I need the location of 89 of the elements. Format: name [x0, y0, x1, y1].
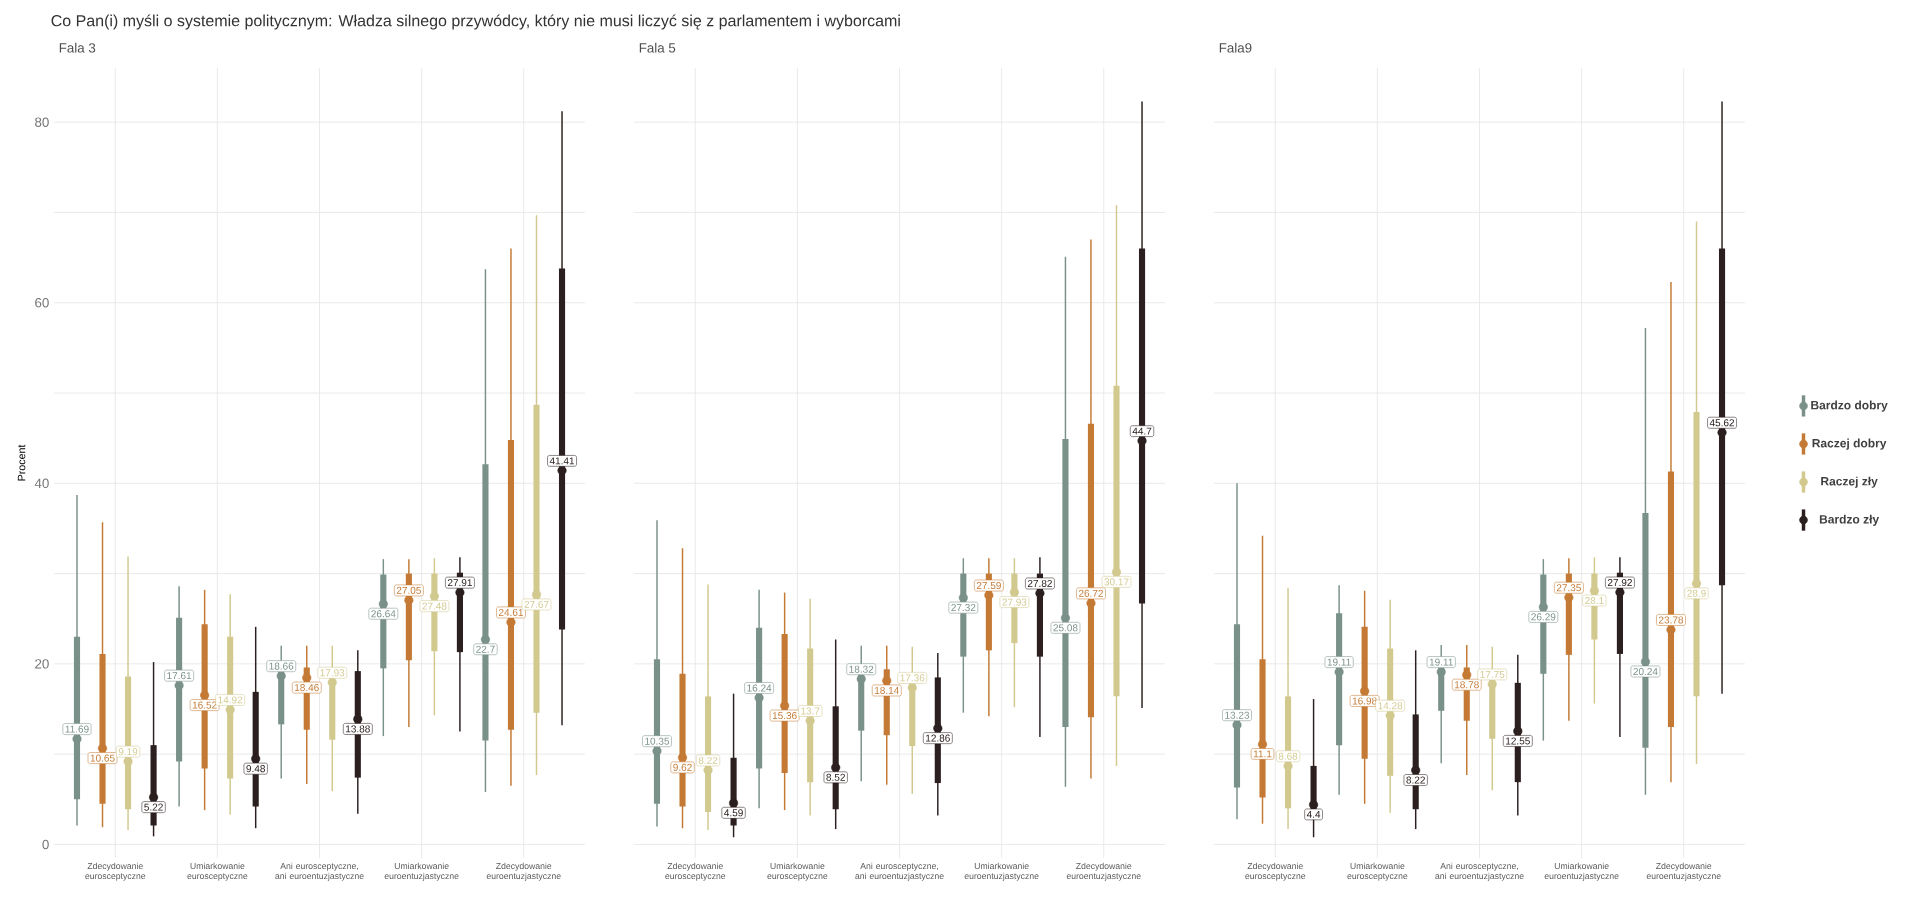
text: 4.59 [724, 809, 743, 817]
chart-title: Co Pan(i) myśli o systemie politycznym: Władza silnego przywódcy, który nie musi liczyć się z parlamentem i wyborcami [51, 14, 900, 30]
text: 13.23 [1225, 711, 1250, 719]
text: 28.1 [1585, 597, 1604, 605]
text: 22.7 [476, 645, 495, 653]
text: 18.66 [269, 662, 294, 670]
text: 27.32 [951, 604, 976, 612]
text: 4.4 [1306, 810, 1321, 818]
text: 5.22 [144, 803, 163, 811]
text: 27.35 [1556, 584, 1581, 592]
text: 26.72 [1078, 589, 1103, 597]
text: 11.1 [1253, 750, 1272, 758]
text: 10.35 [645, 737, 670, 745]
text: 8.52 [826, 773, 845, 781]
x-tick-label: Ani eurosceptyczne, ani euroentuzjastyczne [275, 862, 364, 881]
text: 17.75 [1480, 670, 1505, 678]
text: 26.29 [1531, 613, 1556, 621]
text: 27.93 [1002, 598, 1027, 606]
text: 41.41 [549, 457, 575, 465]
x-tick-label: Umiarkowanie eurosceptyczne [767, 862, 828, 881]
text: 27.67 [524, 600, 549, 608]
text: 10.65 [90, 754, 115, 762]
x-tick-label: Ani eurosceptyczne, ani euroentuzjastyczne [1435, 862, 1524, 881]
text: 23.78 [1658, 616, 1684, 624]
chart-subtitle: Fala 3 [59, 42, 96, 53]
x-tick-label: Umiarkowanie euroentuzjastyczne [384, 862, 459, 881]
chart-subtitle: Fala9 [1219, 42, 1252, 53]
text: 16.52 [192, 701, 217, 709]
text: 27.05 [396, 586, 421, 594]
y-tick-label: 80 [35, 117, 49, 127]
text: 27.48 [422, 602, 447, 610]
text: 18.32 [849, 665, 874, 673]
y-axis-title: Procent [17, 444, 26, 481]
x-tick-label: Zdecydowanie eurosceptyczne [85, 862, 146, 881]
text: 16.98 [1352, 697, 1377, 705]
text: 14.28 [1378, 702, 1403, 710]
chart-subtitle: Fala 5 [639, 42, 676, 53]
text: 9.48 [246, 765, 265, 773]
text: 28.9 [1687, 589, 1706, 597]
text: 27.59 [976, 582, 1001, 590]
text: 24.61 [498, 608, 523, 616]
x-tick-label: Umiarkowanie eurosceptyczne [1347, 862, 1408, 881]
text: 14.92 [218, 696, 243, 704]
text: 16.24 [747, 684, 772, 692]
x-tick-label: Zdecydowanie euroentuzjastyczne [1066, 862, 1141, 881]
text: 8.22 [698, 756, 718, 764]
text: 20.24 [1633, 667, 1658, 676]
text: 18.78 [1454, 681, 1479, 689]
text: 17.36 [900, 674, 925, 682]
legend-label: Raczej zły [1821, 476, 1878, 488]
legend-label: Bardzo dobry [1811, 400, 1888, 412]
y-tick-label: 0 [42, 839, 49, 850]
legend-label: Bardzo zły [1819, 514, 1880, 526]
text: 12.55 [1506, 737, 1530, 745]
x-tick-label: Umiarkowanie eurosceptyczne [187, 862, 248, 881]
x-tick-label: Umiarkowanie euroentuzjastyczne [964, 862, 1039, 881]
text: 19.11 [1327, 658, 1351, 666]
text: 27.92 [1607, 579, 1632, 587]
x-tick-label: Zdecydowanie euroentuzjastyczne [486, 862, 561, 881]
text: 26.64 [371, 610, 396, 618]
text: 27.91 [447, 579, 472, 587]
text: 13.7 [801, 707, 820, 715]
text: 8.22 [1406, 776, 1425, 784]
text: 44.7 [1132, 427, 1152, 435]
x-tick-label: Zdecydowanie eurosceptyczne [665, 862, 726, 881]
text: 45.62 [1709, 419, 1735, 427]
y-tick-label: 60 [35, 298, 49, 308]
y-tick-label: 40 [34, 478, 49, 489]
x-tick-label: Ani eurosceptyczne, ani euroentuzjastyczne [855, 862, 944, 881]
text: 12.86 [926, 734, 950, 742]
x-tick-label: Umiarkowanie euroentuzjastyczne [1544, 862, 1619, 881]
text: 19.11 [1429, 658, 1453, 666]
text: 30.17 [1104, 578, 1129, 586]
y-tick-label: 20 [35, 659, 49, 669]
text: 13.88 [346, 725, 370, 733]
text: 9.19 [118, 748, 138, 756]
text: 11.69 [65, 725, 89, 733]
text: 27.82 [1027, 579, 1052, 588]
x-tick-label: Zdecydowanie euroentuzjastyczne [1646, 862, 1721, 881]
text: 25.08 [1053, 624, 1078, 632]
x-tick-label: Zdecydowanie eurosceptyczne [1245, 862, 1306, 881]
text: 15.36 [772, 712, 797, 720]
legend-label: Raczej dobry [1812, 438, 1887, 450]
text: 18.46 [294, 684, 319, 692]
text: 18.14 [874, 686, 899, 695]
text: 8.68 [1278, 752, 1298, 760]
text: 9.62 [673, 763, 692, 771]
text: 17.93 [320, 669, 345, 677]
text: 17.61 [167, 672, 192, 680]
